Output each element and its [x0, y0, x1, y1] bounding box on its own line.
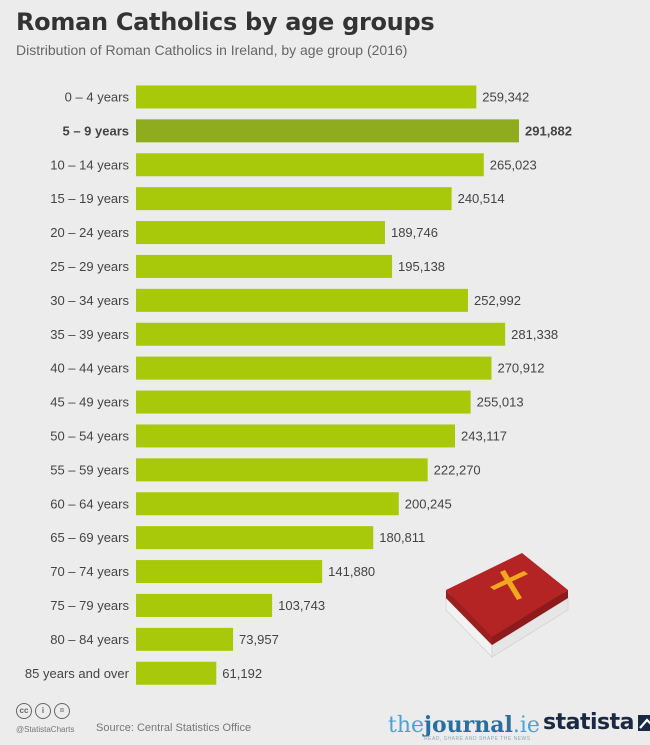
bar [136, 526, 374, 550]
category-label: 15 – 19 years [50, 191, 129, 206]
journal-logo-light: the [388, 713, 425, 738]
category-label: 20 – 24 years [50, 225, 129, 240]
category-label: 40 – 44 years [50, 361, 129, 376]
value-label: 281,338 [511, 327, 558, 342]
category-label: 35 – 39 years [50, 327, 129, 342]
license-block: cc i = @StatistaCharts [16, 703, 74, 734]
bar [136, 221, 385, 245]
attribution-icon: i [35, 703, 51, 719]
bar [136, 492, 399, 516]
category-label: 55 – 59 years [50, 462, 129, 477]
chart-title: Roman Catholics by age groups [16, 8, 435, 36]
category-label: 0 – 4 years [65, 89, 130, 104]
value-label: 291,882 [525, 123, 572, 138]
category-label: 70 – 74 years [50, 564, 129, 579]
bible-icon [445, 553, 569, 658]
creative-commons-icon: cc [16, 703, 32, 719]
category-label: 45 – 49 years [50, 395, 129, 410]
bar [136, 254, 393, 278]
journal-logo-bold: journal [424, 712, 513, 738]
value-label: 103,743 [278, 598, 325, 613]
category-label: 25 – 29 years [50, 259, 129, 274]
bar [136, 458, 428, 482]
value-label: 259,342 [482, 89, 529, 104]
category-label: 75 – 79 years [50, 598, 129, 613]
journal-logo-suffix: .ie [512, 713, 540, 738]
bar [136, 322, 506, 346]
bar [136, 560, 323, 584]
bar [136, 119, 519, 143]
bar-chart: 0 – 4 years 259,342 5 – 9 years 291,882 10 –… [25, 85, 572, 685]
bar [136, 627, 234, 651]
value-label: 180,811 [379, 530, 425, 545]
value-label: 141,880 [328, 564, 375, 579]
value-label: 189,746 [391, 225, 438, 240]
category-label: 30 – 34 years [50, 293, 129, 308]
value-label: 255,013 [477, 395, 524, 410]
thejournal-logo: thejournal.ie READ, SHARE AND SHAPE THE N… [388, 712, 540, 742]
journal-tagline: READ, SHARE AND SHAPE THE NEWS [424, 736, 531, 742]
bar [136, 85, 477, 109]
category-label: 60 – 64 years [50, 496, 129, 511]
statista-logo-icon [637, 714, 650, 731]
statista-wordmark: statista [543, 710, 634, 735]
chart-subtitle: Distribution of Roman Catholics in Irela… [16, 42, 408, 58]
value-label: 240,514 [458, 191, 505, 206]
bar [136, 424, 456, 448]
value-label: 270,912 [497, 361, 544, 376]
value-label: 200,245 [405, 496, 452, 511]
category-label: 10 – 14 years [50, 157, 129, 172]
bar [136, 593, 273, 617]
source-note: Source: Central Statistics Office [96, 722, 252, 734]
value-label: 195,138 [398, 259, 445, 274]
value-label: 222,270 [434, 462, 481, 477]
category-label: 85 years and over [25, 666, 130, 681]
value-label: 265,023 [490, 157, 537, 172]
bar [136, 356, 492, 380]
category-label: 65 – 69 years [50, 530, 129, 545]
statista-logo: statista [543, 710, 650, 735]
value-label: 73,957 [239, 632, 279, 647]
bar [136, 288, 468, 312]
category-label: 5 – 9 years [62, 123, 129, 138]
no-derivatives-icon: = [54, 703, 70, 719]
value-label: 252,992 [474, 293, 521, 308]
bar [136, 187, 452, 211]
twitter-handle: @StatistaCharts [16, 725, 75, 734]
bar [136, 153, 484, 177]
category-label: 80 – 84 years [50, 632, 129, 647]
value-label: 61,192 [222, 666, 262, 681]
value-label: 243,117 [461, 428, 507, 443]
bar [136, 661, 217, 685]
category-label: 50 – 54 years [50, 428, 129, 443]
bar [136, 390, 471, 414]
